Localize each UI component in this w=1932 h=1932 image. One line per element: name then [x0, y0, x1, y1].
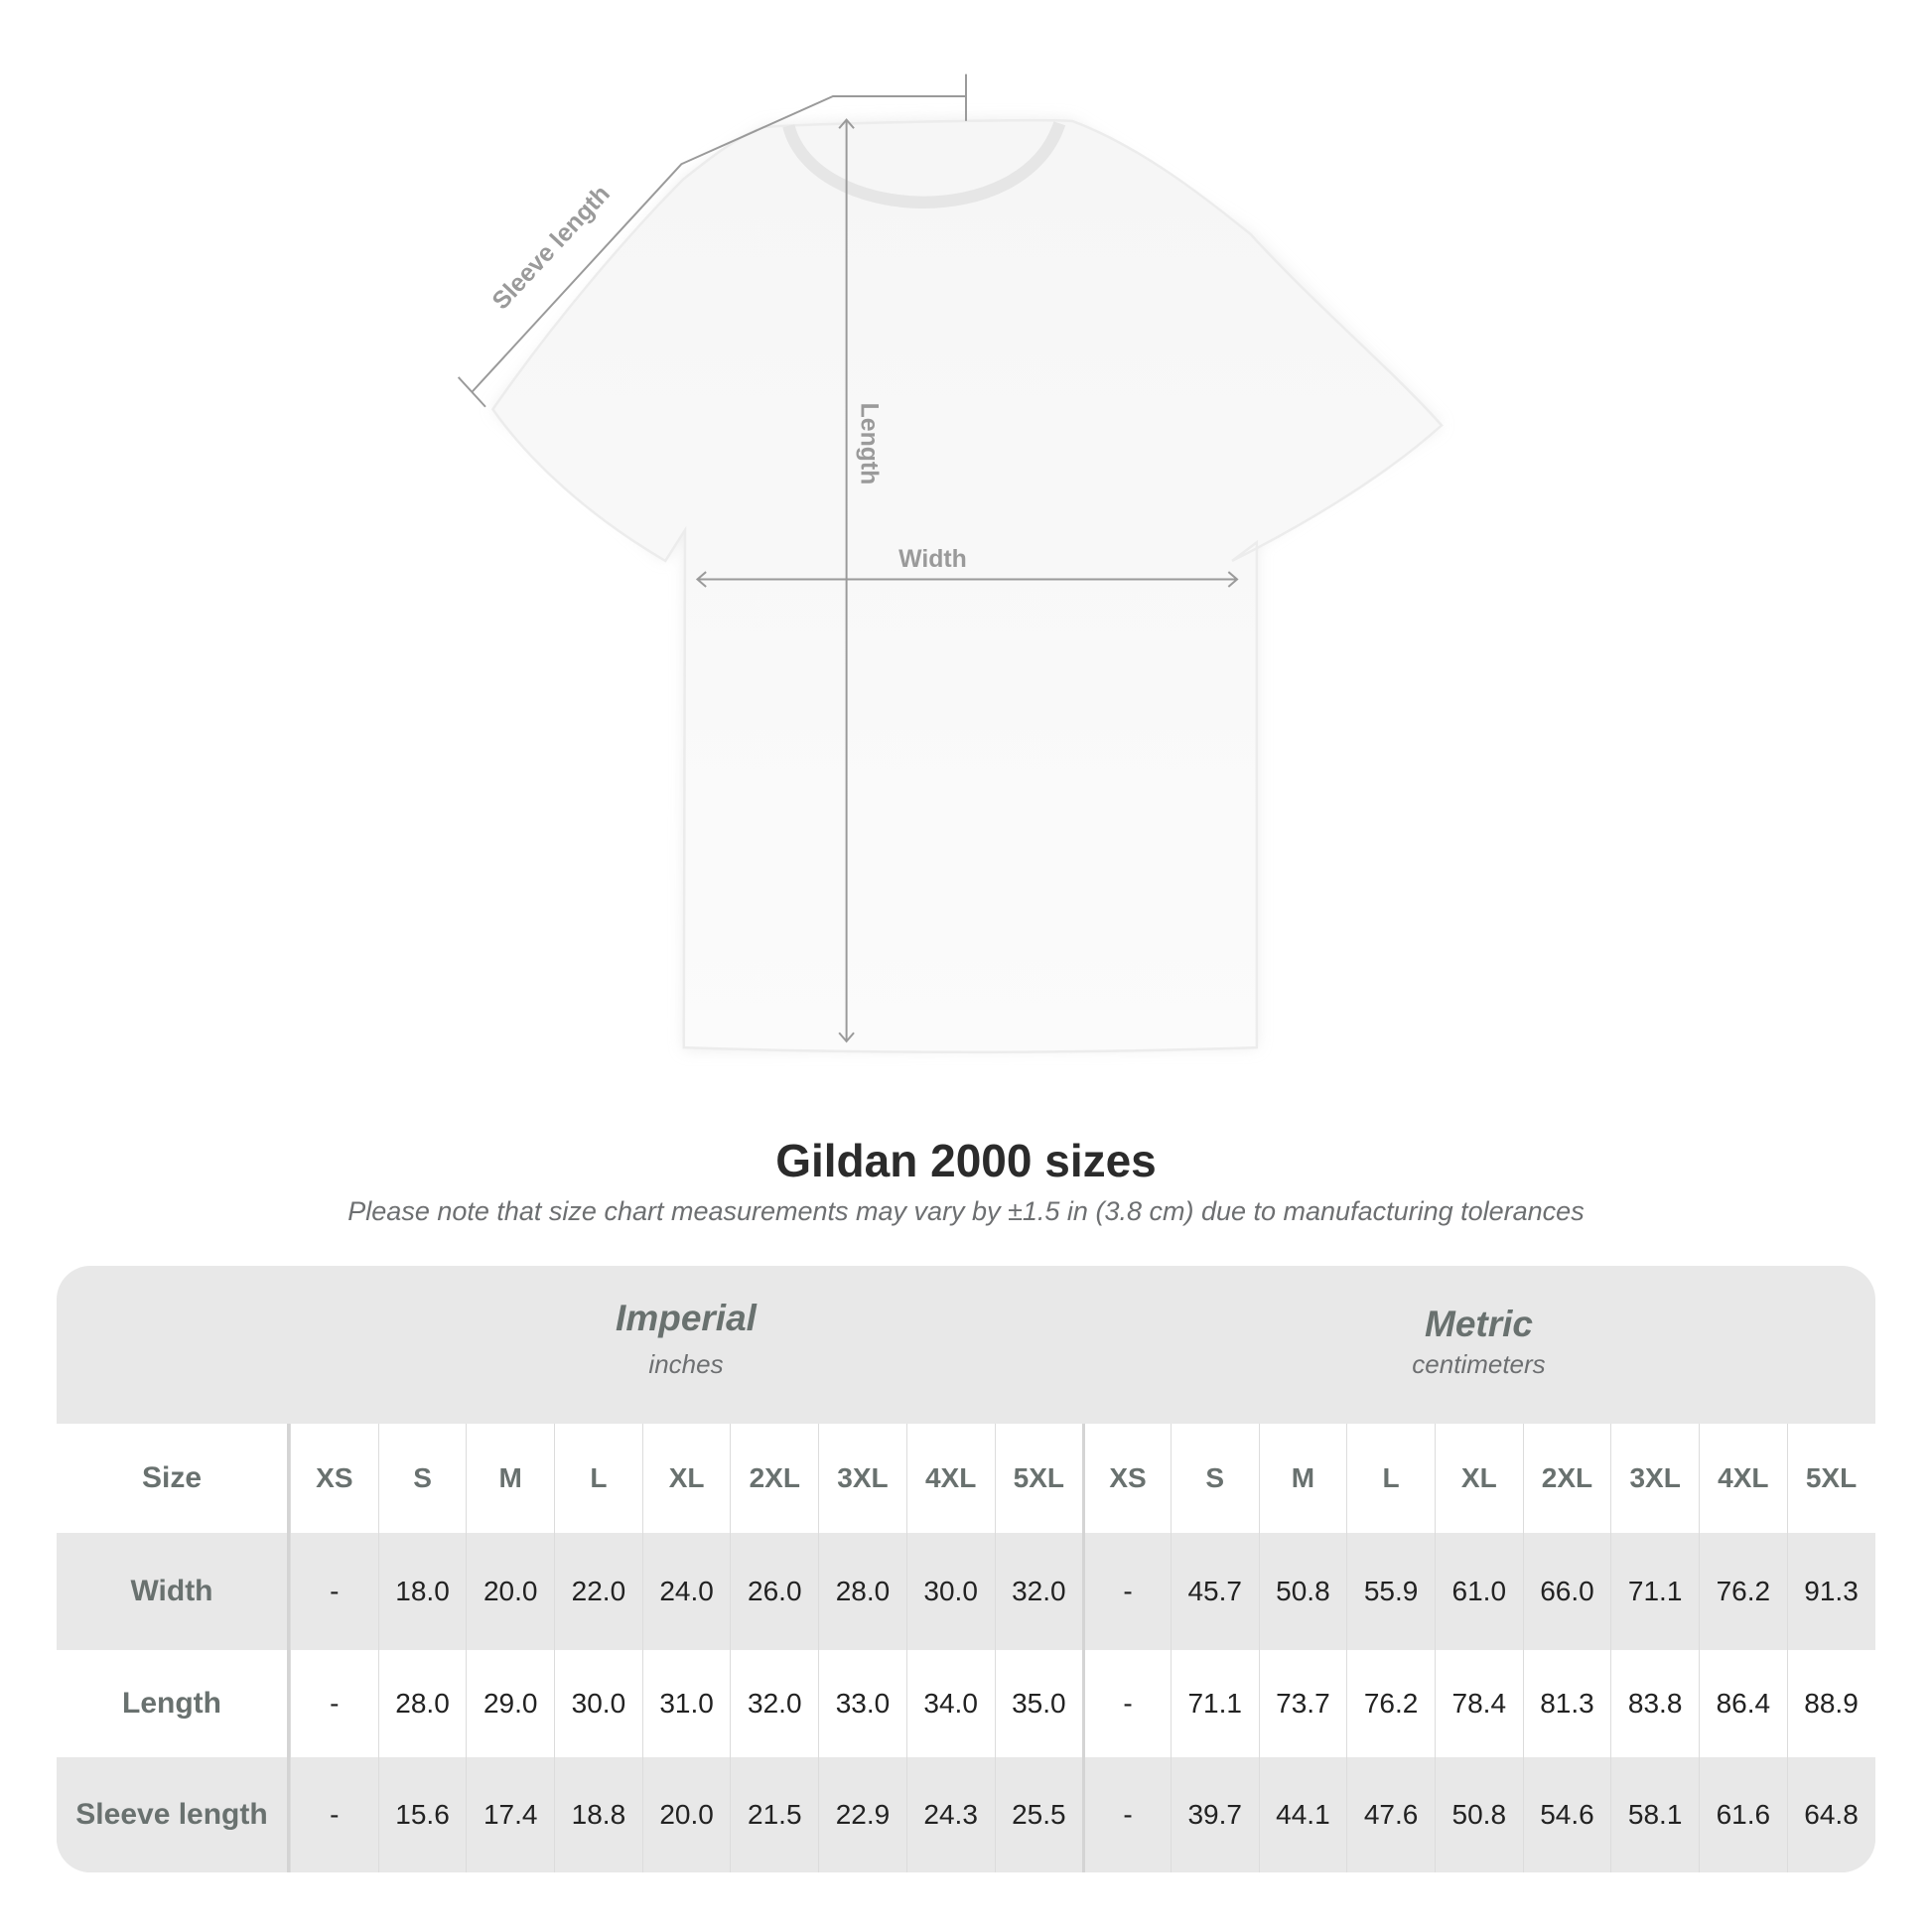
value-cell-metric: 73.7 — [1258, 1650, 1347, 1757]
imperial-title: Imperial — [616, 1298, 757, 1338]
value-cell-metric: 71.1 — [1610, 1533, 1699, 1650]
value-cell-metric: 71.1 — [1170, 1650, 1259, 1757]
value-cell-imperial: 30.0 — [554, 1650, 642, 1757]
size-header-metric: 2XL — [1522, 1424, 1611, 1533]
size-label: Size — [57, 1424, 290, 1533]
sleeve-measure-line — [457, 73, 967, 408]
value-cell-imperial: 24.3 — [905, 1757, 995, 1872]
value-cell-imperial: 15.6 — [377, 1757, 467, 1872]
size-header-metric: L — [1346, 1424, 1435, 1533]
size-header-imperial: XL — [641, 1424, 731, 1533]
value-cell-metric: 39.7 — [1170, 1757, 1259, 1872]
value-cell-imperial: 28.0 — [377, 1650, 467, 1757]
size-header-imperial: 2XL — [730, 1424, 818, 1533]
width-measure-line — [695, 571, 1239, 588]
width-label: Width — [898, 546, 967, 573]
length-label: Length — [856, 403, 883, 485]
page-title: Gildan 2000 sizes — [775, 1135, 1157, 1186]
value-cell-imperial: 25.5 — [994, 1757, 1083, 1872]
value-cell-imperial: 32.0 — [730, 1650, 818, 1757]
metric-title: Metric — [1425, 1304, 1533, 1344]
value-cell-imperial: 20.0 — [466, 1533, 554, 1650]
value-cell-imperial: 35.0 — [994, 1650, 1083, 1757]
row-label: Length — [57, 1650, 290, 1757]
value-cell-imperial: 21.5 — [730, 1757, 818, 1872]
size-header-imperial: XS — [290, 1424, 378, 1533]
value-cell-imperial: 29.0 — [466, 1650, 554, 1757]
tolerance-note: Please note that size chart measurements… — [347, 1196, 1585, 1226]
imperial-unit: inches — [648, 1349, 724, 1379]
table-row: Length -28.0 29.0 30.0 31.0 32.0 33.0 34.0 35.0-… — [57, 1650, 1875, 1757]
imperial-header: Imperial inches — [290, 1266, 1082, 1424]
size-header-metric: XL — [1434, 1424, 1523, 1533]
size-header-metric: 4XL — [1699, 1424, 1787, 1533]
size-header-imperial: 3XL — [818, 1424, 906, 1533]
size-header-metric: M — [1258, 1424, 1347, 1533]
tshirt-body — [490, 118, 1444, 1054]
row-label: Sleeve length — [57, 1757, 290, 1872]
value-cell-metric: 76.2 — [1699, 1533, 1787, 1650]
size-header-imperial: S — [377, 1424, 467, 1533]
value-cell-imperial: 20.0 — [641, 1757, 731, 1872]
value-cell-imperial: 30.0 — [905, 1533, 995, 1650]
value-cell-metric: 54.6 — [1522, 1757, 1611, 1872]
value-cell-metric: 44.1 — [1258, 1757, 1347, 1872]
size-header-row: Size XS S M L XL 2XL 3XL 4XL 5XL XS S M L XL 2XL 3XL 4XL 5… — [57, 1424, 1875, 1533]
value-cell-imperial: 28.0 — [818, 1533, 906, 1650]
value-cell-metric: 61.6 — [1699, 1757, 1787, 1872]
value-cell-imperial: 24.0 — [641, 1533, 731, 1650]
size-header-imperial: 4XL — [905, 1424, 995, 1533]
value-cell-imperial: 32.0 — [994, 1533, 1083, 1650]
value-cell-metric: 47.6 — [1346, 1757, 1435, 1872]
row-label: Width — [57, 1533, 290, 1650]
value-cell-metric: 66.0 — [1522, 1533, 1611, 1650]
value-cell-imperial: 18.0 — [377, 1533, 467, 1650]
size-header-metric: S — [1170, 1424, 1259, 1533]
table-row: Width -18.0 20.0 22.0 24.0 26.0 28.0 30.0 32.0-4… — [57, 1533, 1875, 1650]
metric-unit: centimeters — [1412, 1349, 1546, 1379]
value-cell-metric: 76.2 — [1346, 1650, 1435, 1757]
value-cell-metric: - — [1082, 1533, 1171, 1650]
value-cell-imperial: - — [290, 1650, 378, 1757]
value-cell-metric: 45.7 — [1170, 1533, 1259, 1650]
value-cell-metric: 83.8 — [1610, 1650, 1699, 1757]
metric-header: Metric centimeters — [1082, 1266, 1875, 1424]
size-header-metric: 3XL — [1610, 1424, 1699, 1533]
value-cell-imperial: 17.4 — [466, 1757, 554, 1872]
size-table: Imperial inches Metric centimeters Size X… — [57, 1266, 1875, 1872]
value-cell-metric: - — [1082, 1650, 1171, 1757]
value-cell-metric: 61.0 — [1434, 1533, 1523, 1650]
value-cell-imperial: 31.0 — [641, 1650, 731, 1757]
value-cell-metric: 78.4 — [1434, 1650, 1523, 1757]
value-cell-imperial: 33.0 — [818, 1650, 906, 1757]
value-cell-metric: 50.8 — [1258, 1533, 1347, 1650]
tshirt-collar — [782, 121, 1066, 208]
size-header-metric: XS — [1082, 1424, 1171, 1533]
length-measure-line — [838, 118, 855, 1043]
size-header-metric: 5XL — [1786, 1424, 1875, 1533]
value-cell-imperial: 34.0 — [905, 1650, 995, 1757]
value-cell-metric: 50.8 — [1434, 1757, 1523, 1872]
value-cell-imperial: 26.0 — [730, 1533, 818, 1650]
value-cell-metric: 58.1 — [1610, 1757, 1699, 1872]
value-cell-metric: 55.9 — [1346, 1533, 1435, 1650]
table-row: Sleeve length -15.6 17.4 18.8 20.0 21.5 22.9 24… — [57, 1757, 1875, 1872]
value-cell-imperial: 18.8 — [554, 1757, 642, 1872]
value-cell-metric: 88.9 — [1786, 1650, 1875, 1757]
value-cell-metric: 91.3 — [1786, 1533, 1875, 1650]
tshirt-illustration: Sleeve length Length Width — [457, 73, 1444, 1054]
value-cell-metric: 81.3 — [1522, 1650, 1611, 1757]
value-cell-metric: 64.8 — [1786, 1757, 1875, 1872]
value-cell-imperial: - — [290, 1533, 378, 1650]
size-header-imperial: M — [466, 1424, 554, 1533]
value-cell-imperial: 22.9 — [818, 1757, 906, 1872]
value-cell-imperial: 22.0 — [554, 1533, 642, 1650]
value-cell-imperial: - — [290, 1757, 378, 1872]
size-header-imperial: L — [554, 1424, 642, 1533]
value-cell-metric: 86.4 — [1699, 1650, 1787, 1757]
size-header-imperial: 5XL — [994, 1424, 1083, 1533]
value-cell-metric: - — [1082, 1757, 1171, 1872]
